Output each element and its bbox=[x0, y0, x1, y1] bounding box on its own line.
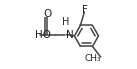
Text: N: N bbox=[66, 30, 73, 40]
Text: F: F bbox=[82, 5, 88, 15]
Text: CH₃: CH₃ bbox=[85, 54, 101, 63]
Text: HO: HO bbox=[35, 30, 51, 39]
Text: O: O bbox=[44, 9, 52, 19]
Text: H: H bbox=[62, 17, 69, 27]
